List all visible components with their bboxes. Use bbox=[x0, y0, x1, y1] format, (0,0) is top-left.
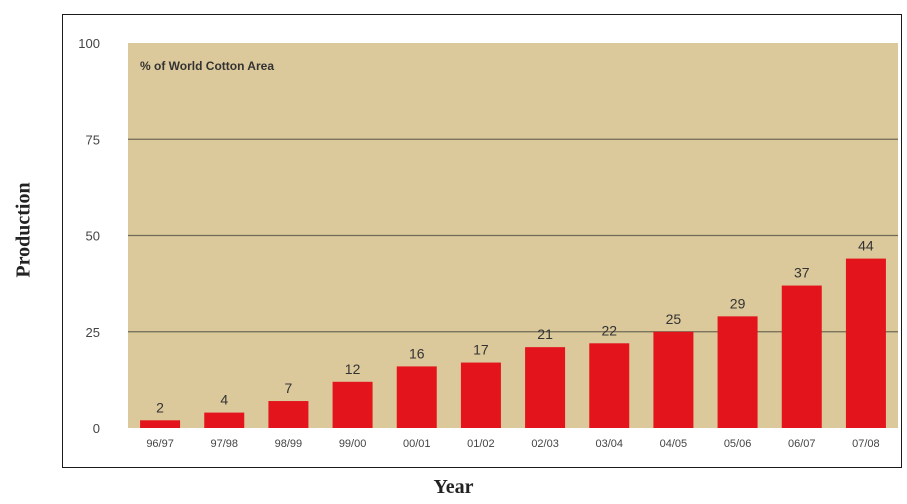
value-label: 37 bbox=[794, 265, 810, 281]
y-tick-labels: 0 25 50 75 100 bbox=[78, 36, 100, 436]
x-tick-label: 02/03 bbox=[531, 438, 559, 450]
x-tick-label: 03/04 bbox=[595, 438, 623, 450]
value-label: 29 bbox=[730, 295, 746, 311]
bar bbox=[140, 420, 181, 428]
bar bbox=[525, 347, 566, 428]
y-tick-label: 50 bbox=[86, 229, 100, 244]
bar bbox=[460, 362, 501, 428]
x-tick-labels: 96/97 97/98 98/99 99/00 00/01 01/02 02/03 03/04… bbox=[146, 438, 879, 450]
x-tick-label: 98/99 bbox=[275, 438, 303, 450]
value-label: 22 bbox=[601, 322, 617, 338]
value-labels: 2 4 7 12 16 17 21 22 25 29 37 44 bbox=[156, 238, 874, 416]
x-tick-label: 97/98 bbox=[210, 438, 238, 450]
x-tick-label: 00/01 bbox=[403, 438, 431, 450]
x-tick-label: 04/05 bbox=[660, 438, 688, 450]
y-tick-label: 25 bbox=[86, 325, 100, 340]
x-tick-label: 96/97 bbox=[146, 438, 174, 450]
bar bbox=[396, 366, 437, 428]
bar bbox=[717, 316, 758, 428]
value-label: 16 bbox=[409, 345, 425, 361]
bar bbox=[653, 331, 694, 428]
value-label: 12 bbox=[345, 361, 361, 377]
x-tick-label: 05/06 bbox=[724, 438, 752, 450]
bar bbox=[268, 401, 309, 428]
y-tick-label: 0 bbox=[93, 421, 100, 436]
y-tick-label: 75 bbox=[86, 132, 100, 147]
y-tick-label: 100 bbox=[78, 36, 100, 51]
bar bbox=[332, 381, 373, 428]
x-tick-label: 01/02 bbox=[467, 438, 495, 450]
bar bbox=[781, 285, 822, 428]
x-tick-label: 99/00 bbox=[339, 438, 367, 450]
value-label: 17 bbox=[473, 342, 489, 358]
x-tick-label: 07/08 bbox=[852, 438, 880, 450]
value-label: 7 bbox=[285, 380, 293, 396]
value-label: 4 bbox=[220, 392, 228, 408]
gridlines bbox=[128, 138, 898, 333]
x-tick-label: 06/07 bbox=[788, 438, 816, 450]
bars bbox=[140, 258, 886, 428]
bar bbox=[845, 258, 886, 428]
chart-title: % of World Cotton Area bbox=[140, 59, 274, 73]
x-axis-label: Year bbox=[433, 476, 474, 498]
bar bbox=[589, 343, 630, 428]
value-label: 25 bbox=[666, 311, 682, 327]
bar bbox=[204, 412, 245, 428]
value-label: 21 bbox=[537, 326, 553, 342]
value-label: 44 bbox=[858, 238, 874, 254]
value-label: 2 bbox=[156, 399, 164, 415]
